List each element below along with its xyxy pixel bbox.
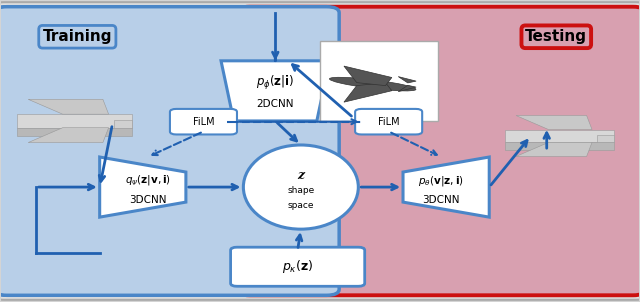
Polygon shape bbox=[28, 128, 109, 143]
Polygon shape bbox=[505, 142, 614, 150]
Polygon shape bbox=[398, 77, 416, 83]
Text: space: space bbox=[287, 201, 314, 210]
Polygon shape bbox=[17, 128, 132, 136]
Text: Training: Training bbox=[43, 29, 112, 44]
FancyBboxPatch shape bbox=[237, 7, 640, 295]
Text: z: z bbox=[297, 169, 305, 182]
Polygon shape bbox=[115, 120, 132, 128]
Text: FiLM: FiLM bbox=[378, 117, 399, 127]
Polygon shape bbox=[100, 157, 186, 217]
Text: 3DCNN: 3DCNN bbox=[422, 195, 460, 205]
Text: $p_\theta(\mathbf{v}|\mathbf{z}, \mathbf{i})$: $p_\theta(\mathbf{v}|\mathbf{z}, \mathbf… bbox=[419, 174, 464, 188]
FancyBboxPatch shape bbox=[320, 41, 438, 121]
Polygon shape bbox=[221, 61, 330, 121]
Polygon shape bbox=[344, 66, 392, 86]
FancyBboxPatch shape bbox=[505, 130, 614, 142]
Text: shape: shape bbox=[287, 186, 314, 194]
Polygon shape bbox=[516, 142, 592, 156]
FancyBboxPatch shape bbox=[0, 7, 339, 295]
FancyBboxPatch shape bbox=[17, 114, 132, 128]
Text: 2DCNN: 2DCNN bbox=[257, 99, 294, 109]
FancyBboxPatch shape bbox=[355, 109, 422, 134]
Text: FiLM: FiLM bbox=[193, 117, 214, 127]
FancyBboxPatch shape bbox=[170, 109, 237, 134]
FancyBboxPatch shape bbox=[230, 247, 365, 286]
Text: $q_\psi(\mathbf{z}|\mathbf{v}, \mathbf{i})$: $q_\psi(\mathbf{z}|\mathbf{v}, \mathbf{i… bbox=[125, 174, 171, 188]
Text: Testing: Testing bbox=[525, 29, 588, 44]
FancyBboxPatch shape bbox=[0, 7, 339, 295]
Polygon shape bbox=[516, 116, 592, 130]
Polygon shape bbox=[28, 99, 109, 114]
Polygon shape bbox=[398, 85, 416, 92]
Polygon shape bbox=[344, 83, 392, 102]
Text: 3DCNN: 3DCNN bbox=[129, 195, 166, 205]
Text: $p_\phi(\mathbf{z}|\mathbf{i})$: $p_\phi(\mathbf{z}|\mathbf{i})$ bbox=[256, 74, 294, 92]
Text: $p_\kappa(\mathbf{z})$: $p_\kappa(\mathbf{z})$ bbox=[282, 258, 314, 275]
Ellipse shape bbox=[330, 77, 416, 91]
Polygon shape bbox=[598, 135, 614, 142]
Ellipse shape bbox=[243, 145, 358, 229]
Polygon shape bbox=[403, 157, 489, 217]
